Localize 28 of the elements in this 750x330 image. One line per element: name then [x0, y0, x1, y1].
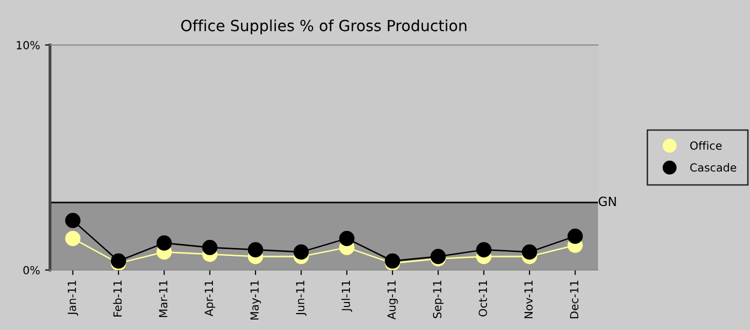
point: [522, 244, 538, 260]
point: [294, 244, 309, 260]
legend-label: Office: [690, 141, 722, 150]
x-tick-label: May-11: [250, 280, 261, 320]
point: [65, 230, 80, 246]
x-tick-label: Aug-11: [387, 280, 398, 320]
ref-line-label: GN: [598, 196, 616, 206]
x-tick-label: Dec-11: [570, 280, 578, 318]
x-tick-label: Sep-11: [432, 280, 444, 318]
x-tick-label: Apr-11: [204, 280, 216, 316]
x-tick-label: Jul-11: [341, 280, 352, 312]
point: [156, 235, 172, 251]
chart-title: Office Supplies % of Gross Production: [181, 20, 466, 34]
y-tick-label: 0%: [23, 266, 40, 274]
x-tick-label: Feb-11: [113, 280, 122, 316]
point: [202, 240, 218, 256]
point: [339, 230, 354, 246]
x-tick-label: Jun-11: [296, 280, 306, 316]
y-tick-label: 10%: [16, 40, 40, 50]
x-tick-label: Oct-11: [478, 280, 488, 316]
point: [65, 212, 80, 228]
legend-label: Cascade: [690, 163, 736, 172]
point: [248, 242, 264, 258]
point: [568, 228, 583, 244]
x-tick-label: Nov-11: [524, 280, 533, 318]
x-tick-label: Mar-11: [159, 280, 168, 318]
x-tick-label: Jan-11: [68, 280, 78, 316]
point: [476, 242, 492, 258]
